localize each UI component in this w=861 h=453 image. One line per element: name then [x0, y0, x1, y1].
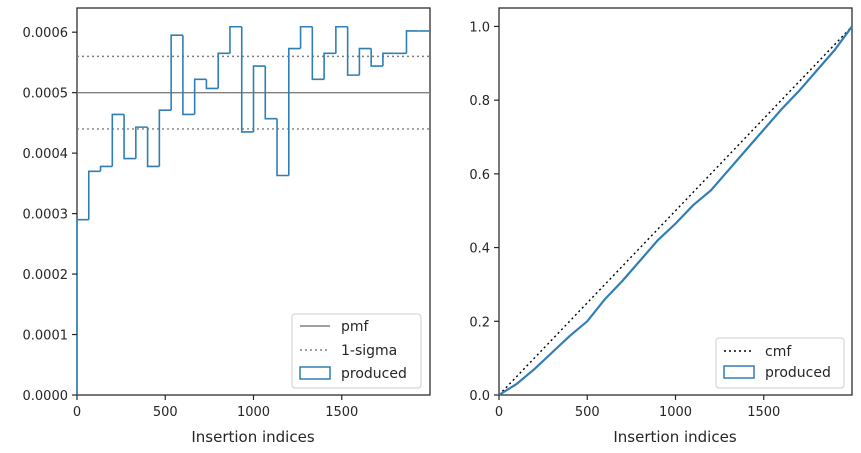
histogram-bin: [193, 78, 207, 115]
right-lines: [498, 25, 853, 396]
left-y-tick-label: 0.0004: [23, 147, 69, 162]
left-y-tick-label: 0.0003: [23, 208, 69, 223]
left-y-tick-label: 0.0002: [23, 268, 69, 283]
histogram-bin: [311, 26, 325, 81]
right-legend: cmf produced: [715, 337, 845, 389]
left-y-tick-label: 0.0005: [23, 87, 69, 102]
right-y-ticks: 0.0 0.2 0.4 0.6 0.8 1.0: [469, 20, 499, 404]
left-x-tick-label: 0: [73, 405, 81, 420]
right-x-axis-label: Insertion indices: [613, 428, 736, 446]
histogram-bin: [146, 127, 160, 168]
histogram-bin: [217, 52, 230, 89]
histogram-bin: [240, 26, 254, 133]
cmf-line: [498, 25, 853, 396]
histogram-bin: [87, 170, 101, 220]
right-x-tick-label: 0: [495, 405, 503, 420]
right-y-tick-label: 0.0: [469, 389, 490, 404]
histogram-bin: [288, 47, 301, 176]
right-panel: 0 500 1000 1500 0.0 0.2 0.4 0.6 0.8 1.0 Insertio…: [469, 7, 853, 446]
histogram-bin: [135, 126, 148, 159]
right-x-tick-label: 500: [575, 405, 600, 420]
left-legend: pmf 1-sigma produced: [291, 313, 422, 389]
histogram-bin: [405, 30, 419, 54]
histogram-bin: [370, 48, 383, 67]
legend-cmf-label: cmf: [765, 344, 792, 360]
histogram-bin: [99, 165, 113, 172]
right-y-tick-label: 1.0: [469, 20, 490, 35]
left-x-tick-label: 1500: [325, 405, 358, 420]
produced-cumulative-line: [498, 25, 853, 396]
left-x-axis-label: Insertion indices: [191, 428, 314, 446]
left-x-tick-label: 500: [153, 405, 178, 420]
left-histogram: [76, 25, 430, 395]
legend-produced-swatch-right: [723, 365, 755, 379]
right-y-tick-label: 0.4: [469, 242, 490, 257]
legend-sigma-label: 1-sigma: [341, 343, 397, 359]
right-plot-area: [498, 7, 853, 396]
left-y-ticks: 0.0000 0.0001 0.0002 0.0003 0.0004 0.0005 0.00…: [23, 26, 77, 404]
right-y-tick-label: 0.6: [469, 168, 490, 183]
left-y-tick-label: 0.0001: [23, 329, 69, 344]
legend-produced-label: produced: [341, 366, 407, 382]
histogram-bin: [346, 26, 360, 76]
histogram-bin: [170, 34, 183, 111]
histogram-bin: [76, 218, 89, 395]
histogram-bin: [252, 65, 266, 132]
left-y-tick-label: 0.0000: [23, 389, 69, 404]
right-x-tick-label: 1500: [747, 405, 780, 420]
legend-pmf-label: pmf: [341, 319, 370, 335]
legend-produced-swatch: [299, 366, 331, 380]
histogram-bin: [276, 118, 289, 177]
left-legend-box: [291, 313, 422, 389]
legend-produced-label-right: produced: [765, 365, 831, 381]
right-y-tick-label: 0.8: [469, 94, 490, 109]
left-x-ticks: 0 500 1000 1500: [73, 395, 358, 420]
histogram-bin: [382, 52, 395, 67]
histogram-bin: [205, 79, 219, 90]
right-y-tick-label: 0.2: [469, 315, 490, 330]
histogram-bin: [299, 25, 313, 49]
left-x-tick-label: 1000: [237, 405, 270, 420]
left-y-tick-label: 0.0006: [23, 26, 69, 41]
left-panel: 0 500 1000 1500 0.00000.00010.00020.00030.0…: [23, 7, 431, 446]
right-x-ticks: 0 500 1000 1500: [495, 395, 780, 420]
histogram-bin: [264, 66, 278, 120]
histogram-bin: [323, 52, 336, 80]
histogram-bin: [358, 47, 372, 76]
right-x-tick-label: 1000: [659, 405, 692, 420]
histogram-bin: [182, 35, 195, 116]
histogram-bin: [229, 25, 242, 54]
histogram-bin: [335, 25, 348, 54]
histogram-bin: [123, 114, 136, 160]
histogram-bin: [158, 109, 172, 167]
histogram-bin: [111, 113, 125, 167]
right-legend-box: [715, 337, 845, 389]
